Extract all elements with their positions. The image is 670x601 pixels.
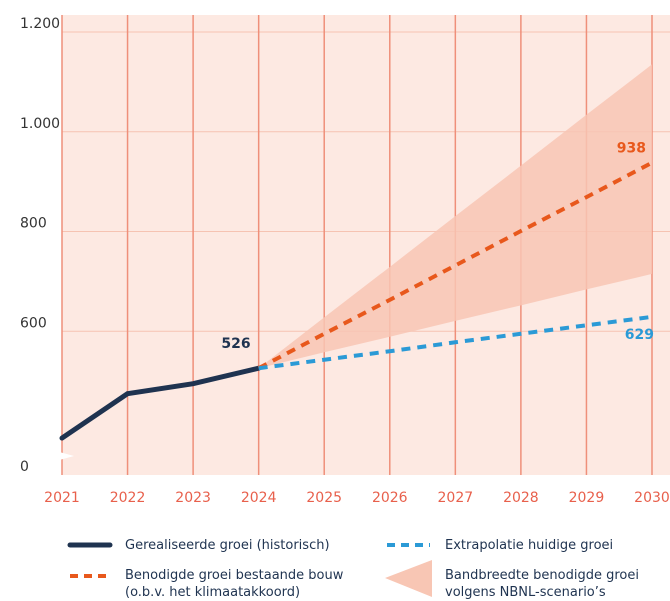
y-tick-label: 0 xyxy=(20,459,29,475)
line xyxy=(257,160,653,370)
x-tick-label: 2029 xyxy=(569,490,605,506)
x-tick-label: 2030 xyxy=(634,490,670,506)
x-tick-label: 2022 xyxy=(110,490,146,506)
data-label: 526 xyxy=(221,336,250,352)
legend-label: Benodigde groei bestaande bouw (o.b.v. h… xyxy=(125,568,344,600)
line xyxy=(258,314,653,371)
x-tick-label: 2027 xyxy=(438,490,474,506)
x-tick-label: 2028 xyxy=(503,490,539,506)
legend-label: Extrapolatie huidige groei xyxy=(445,538,614,553)
x-tick-label: 2025 xyxy=(306,490,342,506)
legend-label: Gerealiseerde groei (historisch) xyxy=(125,538,330,553)
x-tick-label: 2024 xyxy=(241,490,277,506)
line xyxy=(59,365,262,441)
x-tick-label: 2023 xyxy=(175,490,211,506)
x-tick-label: 2026 xyxy=(372,490,408,506)
axis-break xyxy=(52,450,74,462)
data-label: 938 xyxy=(617,141,646,157)
y-tick-label: 800 xyxy=(20,216,47,232)
legend-label: Bandbreedte benodigde groei volgens NBNL… xyxy=(445,568,639,600)
band xyxy=(258,64,652,369)
x-tick-label: 2021 xyxy=(44,490,80,506)
y-tick-label: 1.000 xyxy=(20,116,60,132)
y-tick-label: 1.200 xyxy=(20,16,60,32)
y-tick-label: 600 xyxy=(20,315,47,331)
legend-symbol xyxy=(385,560,432,597)
data-label: 629 xyxy=(625,327,654,343)
